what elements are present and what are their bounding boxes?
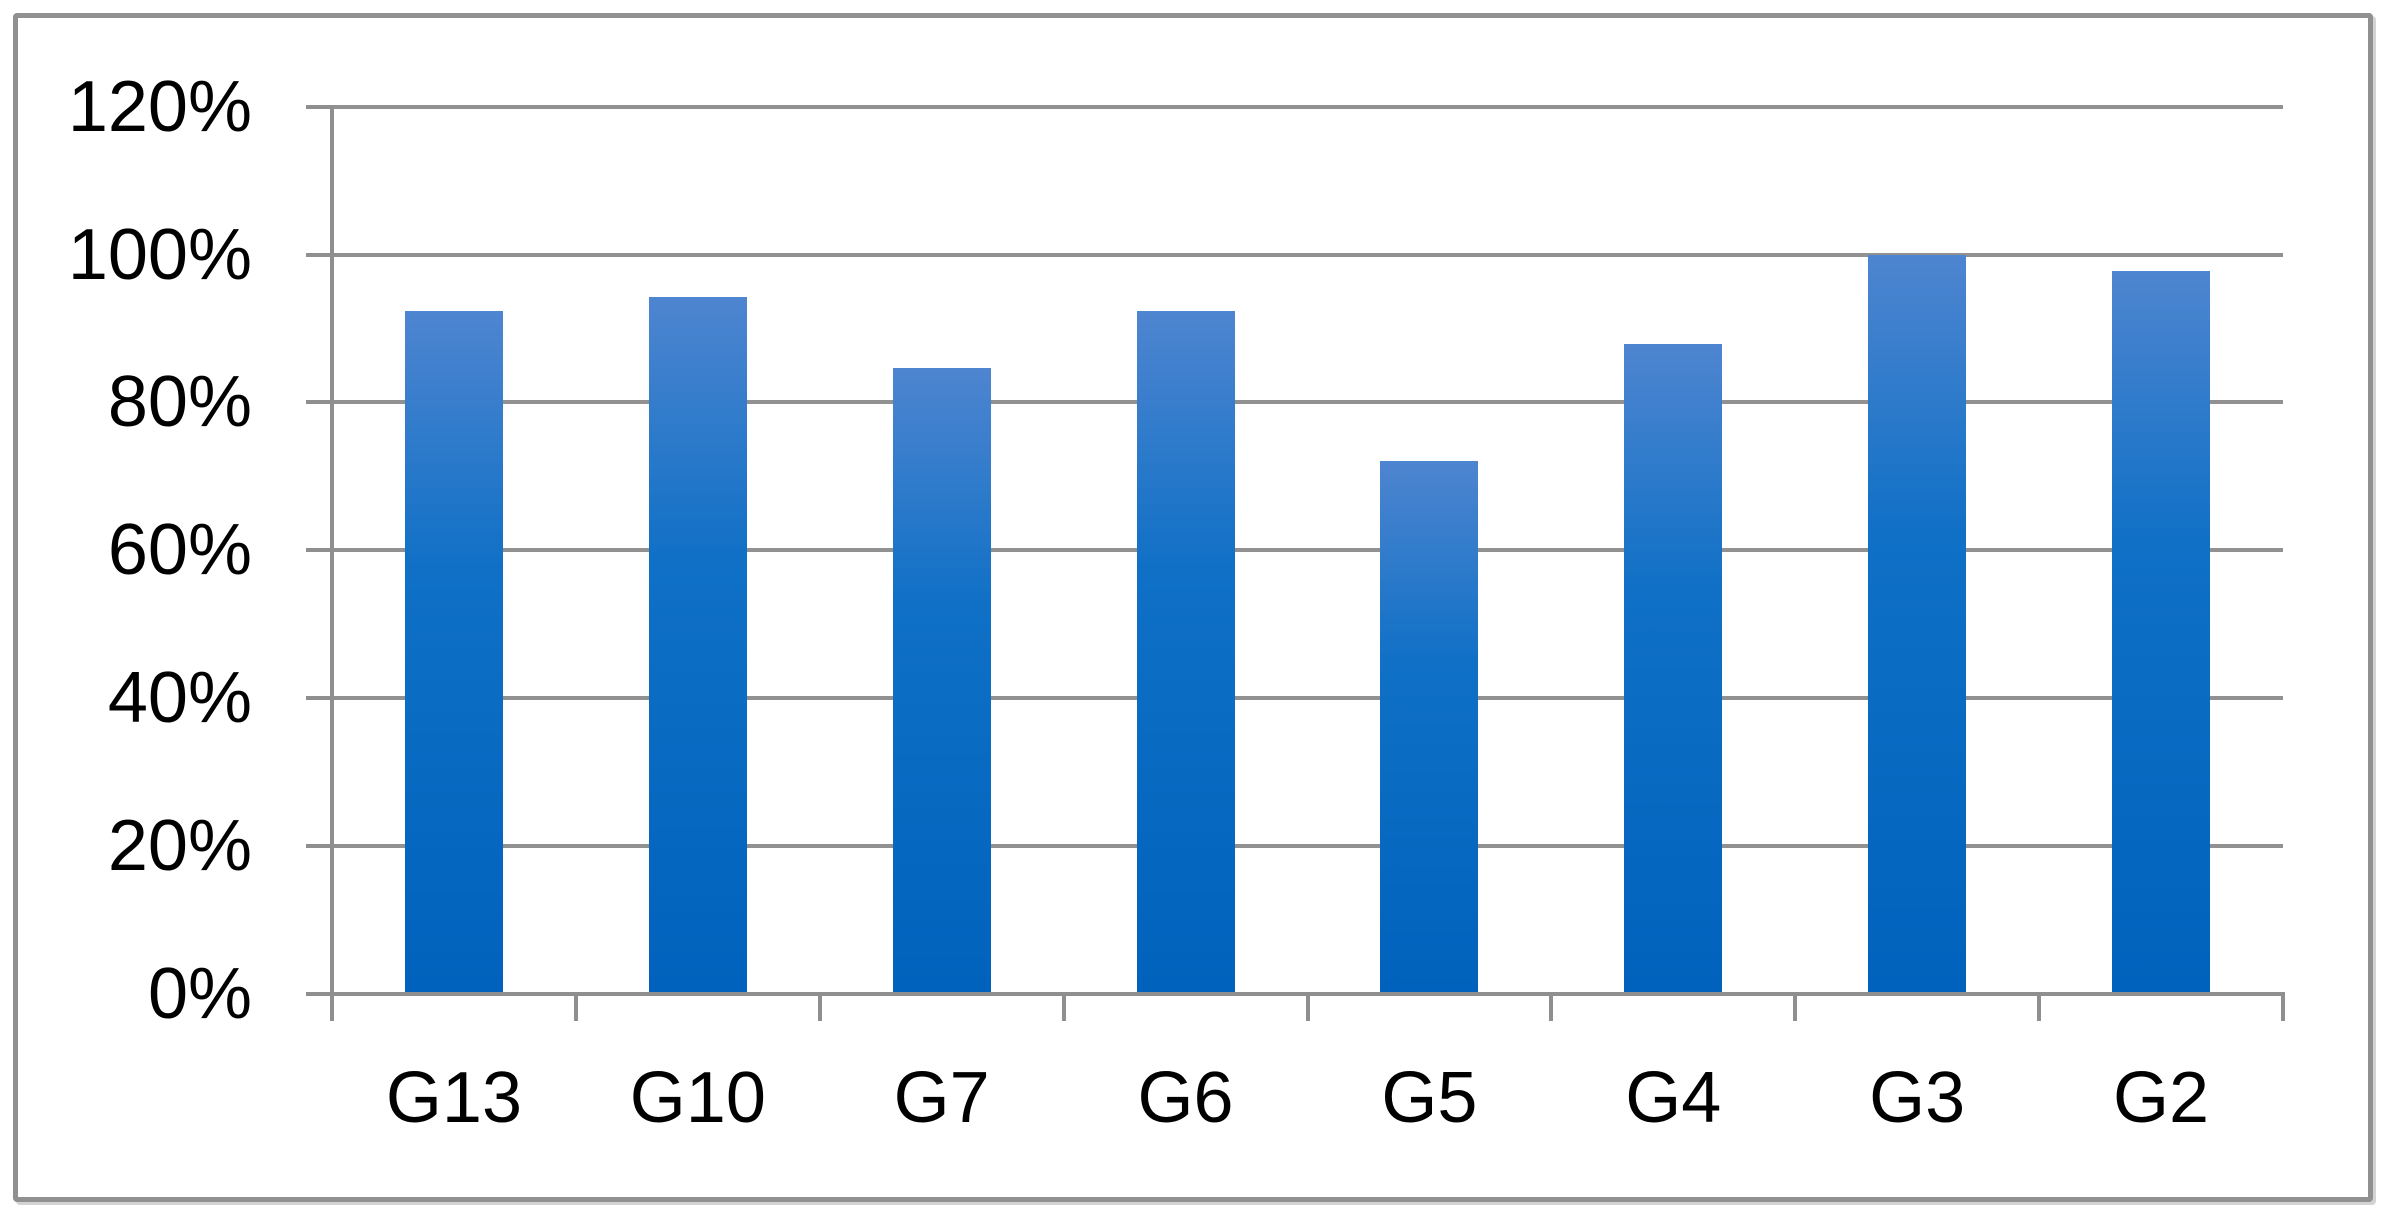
y-axis-label-40: 40% [107,658,252,739]
x-axis-tick-2 [817,994,822,1021]
x-axis-tick-3 [1061,994,1066,1021]
x-axis-label-g2: G2 [2113,1058,2210,1138]
y-axis-label-20: 20% [107,806,252,887]
bar-g7 [892,367,991,994]
bar-g6 [1136,310,1235,994]
y-axis-tick-0 [306,992,332,996]
y-axis-tick-20 [306,844,332,849]
x-axis-tick-1 [573,994,578,1021]
bar-g13 [404,311,503,994]
gridline-40 [332,696,2283,701]
x-axis-tick-4 [1305,994,1310,1021]
x-axis-label-g13: G13 [385,1058,522,1138]
y-axis-tick-60 [306,548,332,553]
x-axis-tick-7 [2037,994,2042,1021]
gridline-20 [332,844,2283,849]
x-axis-label-g10: G10 [629,1058,766,1138]
bar-g2 [2112,270,2211,994]
x-axis-label-g6: G6 [1137,1058,1234,1138]
y-axis-line [330,104,334,1021]
y-axis-tick-40 [306,696,332,701]
x-axis-label-g5: G5 [1381,1058,1478,1138]
y-axis-label-60: 60% [107,510,252,591]
gridline-100 [332,252,2283,257]
bar-g10 [648,296,747,994]
x-axis-tick-6 [1793,994,1798,1021]
x-axis-label-g4: G4 [1625,1058,1722,1138]
y-axis-tick-80 [306,400,332,405]
y-axis-label-0: 0% [147,954,252,1034]
bar-g3 [1868,254,1967,994]
gridline-80 [332,400,2283,405]
y-axis-label-80: 80% [107,362,252,443]
y-axis-tick-120 [306,104,332,109]
y-axis-tick-100 [306,252,332,257]
x-axis-label-g7: G7 [893,1058,990,1138]
y-axis-label-100: 100% [67,214,252,295]
y-axis-label-120: 120% [67,66,252,147]
x-axis-tick-0 [330,994,334,1021]
bar-g4 [1624,343,1723,994]
x-axis-tick-8 [2281,994,2285,1021]
gridline-120 [332,104,2283,109]
bar-g5 [1380,460,1479,994]
gridline-60 [332,548,2283,553]
x-axis-tick-5 [1549,994,1554,1021]
x-axis-label-g3: G3 [1869,1058,1966,1138]
